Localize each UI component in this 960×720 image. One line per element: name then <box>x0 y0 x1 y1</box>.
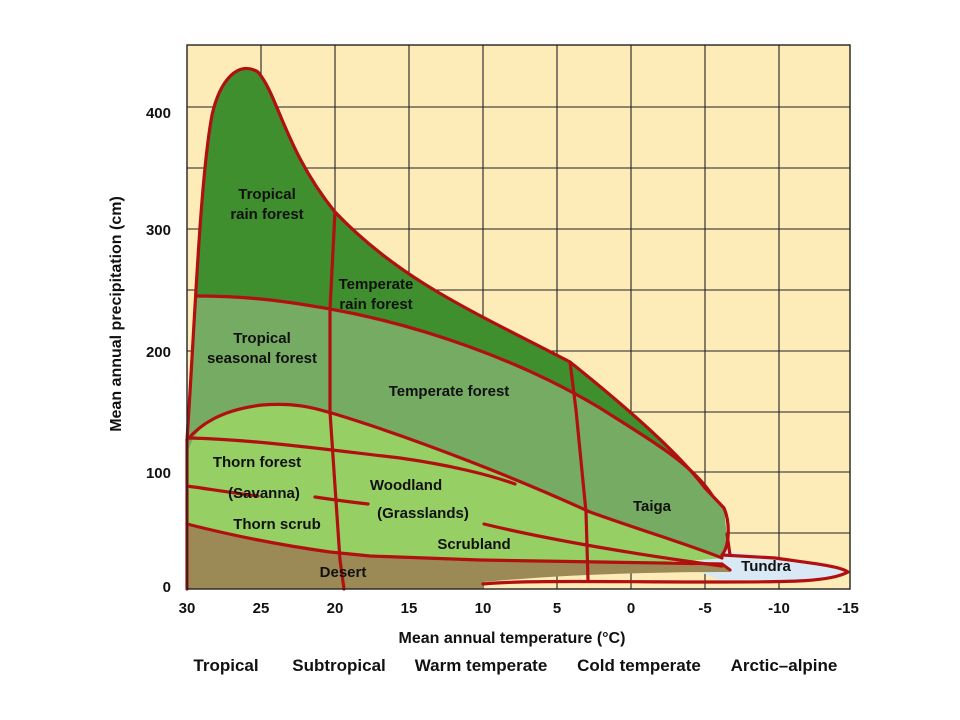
y-tick-label: 200 <box>146 344 171 361</box>
zone-label: Cold temperate <box>577 656 701 675</box>
label-thorn-forest: Thorn forest <box>213 454 301 471</box>
label-tropical-seasonal-forest-2: seasonal forest <box>207 350 317 367</box>
desert-region <box>187 524 730 589</box>
x-tick-label: 25 <box>253 600 270 617</box>
label-thorn-scrub: Thorn scrub <box>233 516 321 533</box>
zone-label: Warm temperate <box>415 656 548 675</box>
y-tick-label: 400 <box>146 105 171 122</box>
x-tick-label: 10 <box>475 600 492 617</box>
zone-label: Subtropical <box>292 656 386 675</box>
x-tick-label: 20 <box>327 600 344 617</box>
x-tick-labels: 30 25 20 15 10 5 0 -5 -10 -15 <box>179 600 859 617</box>
x-tick-label: 5 <box>553 600 561 617</box>
label-savanna: (Savanna) <box>228 485 300 502</box>
climate-zone-labels: Tropical Subtropical Warm temperate Cold… <box>193 656 837 675</box>
label-tropical-rain-forest-1: Tropical <box>238 186 296 203</box>
label-tropical-rain-forest-2: rain forest <box>230 206 303 223</box>
label-scrubland: Scrubland <box>437 536 510 553</box>
x-tick-label: 30 <box>179 600 196 617</box>
label-desert: Desert <box>320 564 367 581</box>
biome-boundaries <box>185 66 850 591</box>
x-tick-label: -15 <box>837 600 859 617</box>
x-tick-label: 0 <box>627 600 635 617</box>
biome-labels: Tropical rain forest Temperate rain fore… <box>207 186 792 581</box>
y-tick-label: 0 <box>163 579 171 596</box>
y-axis-title: Mean annual precipitation (cm) <box>108 196 125 432</box>
dry-zone-region <box>187 404 722 562</box>
zone-label: Tropical <box>193 656 258 675</box>
label-taiga: Taiga <box>633 498 672 515</box>
y-tick-label: 100 <box>146 465 171 482</box>
label-grasslands: (Grasslands) <box>377 505 469 522</box>
y-tick-label: 300 <box>146 222 171 239</box>
label-woodland: Woodland <box>370 477 442 494</box>
label-temperate-rain-forest-1: Temperate <box>339 276 414 293</box>
label-temperate-rain-forest-2: rain forest <box>339 296 412 313</box>
x-axis-title: Mean annual temperature (°C) <box>399 630 626 647</box>
label-temperate-forest: Temperate forest <box>389 383 510 400</box>
label-tundra: Tundra <box>741 558 791 575</box>
plot-frame <box>186 44 851 590</box>
y-tick-labels: 0 100 200 300 400 <box>146 105 171 596</box>
label-tropical-seasonal-forest-1: Tropical <box>233 330 291 347</box>
zone-label: Arctic–alpine <box>731 656 838 675</box>
x-tick-label: -10 <box>768 600 790 617</box>
x-tick-label: 15 <box>401 600 418 617</box>
x-tick-label: -5 <box>698 600 711 617</box>
